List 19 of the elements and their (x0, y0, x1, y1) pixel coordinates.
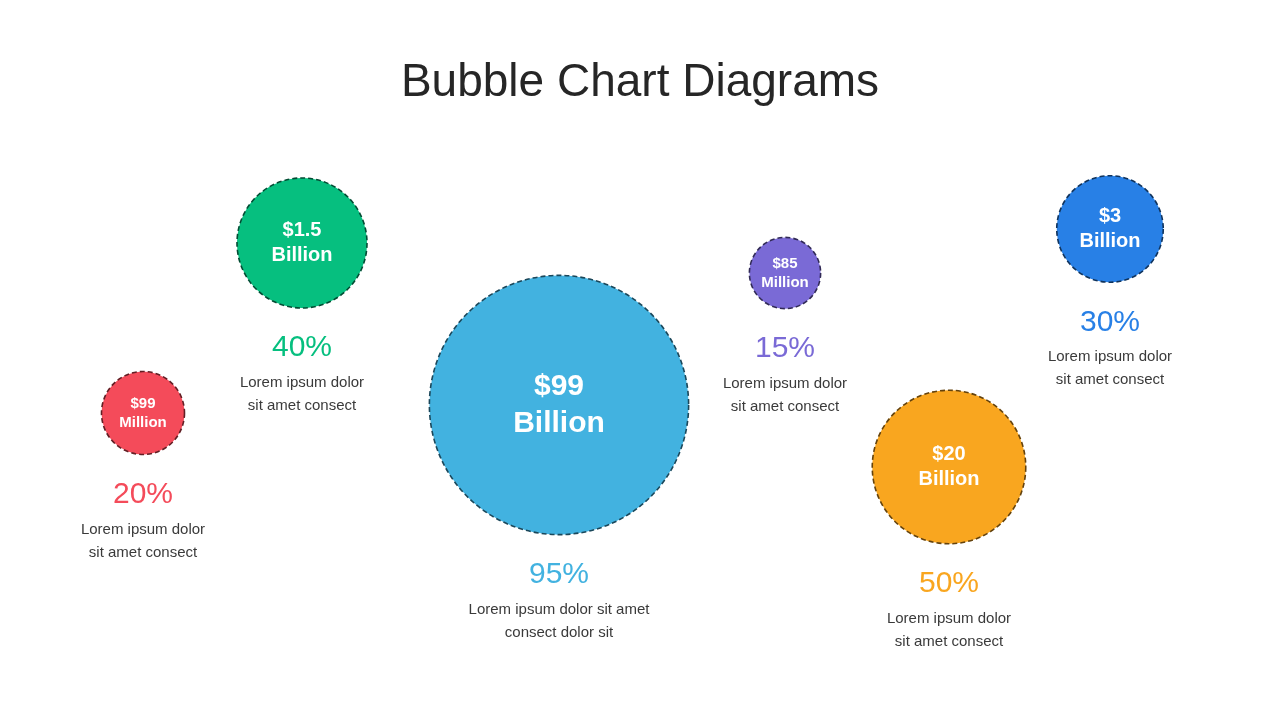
category-label: $3 Billion (1079, 204, 1141, 252)
text: Lorem ipsum dolor sit amet consect dolor sit (468, 599, 651, 640)
category-label: $99 Billion (513, 367, 605, 439)
text: Lorem ipsum dolor sit amet consect (1047, 347, 1173, 388)
text: Lorem ipsum dolor sit amet consect (886, 608, 1012, 649)
text: Lorem ipsum dolor sit amet consect (80, 519, 206, 560)
data-label: 30% (1079, 303, 1141, 337)
text: Lorem ipsum dolor sit amet consect (239, 373, 365, 414)
data-label: 95% (528, 555, 590, 589)
category-label: $1.5 Billion (271, 218, 333, 266)
category-label: $99 Million (119, 393, 167, 430)
category-label: $20 Billion (918, 442, 980, 490)
data-label: 15% (754, 329, 816, 363)
text: Lorem ipsum dolor sit amet consect (722, 373, 848, 414)
data-label: 20% (112, 475, 174, 509)
data-label: 50% (918, 565, 980, 599)
data-label: 40% (271, 329, 333, 363)
text: Bubble Chart Diagrams (399, 53, 881, 108)
category-label: $85 Million (761, 253, 809, 290)
